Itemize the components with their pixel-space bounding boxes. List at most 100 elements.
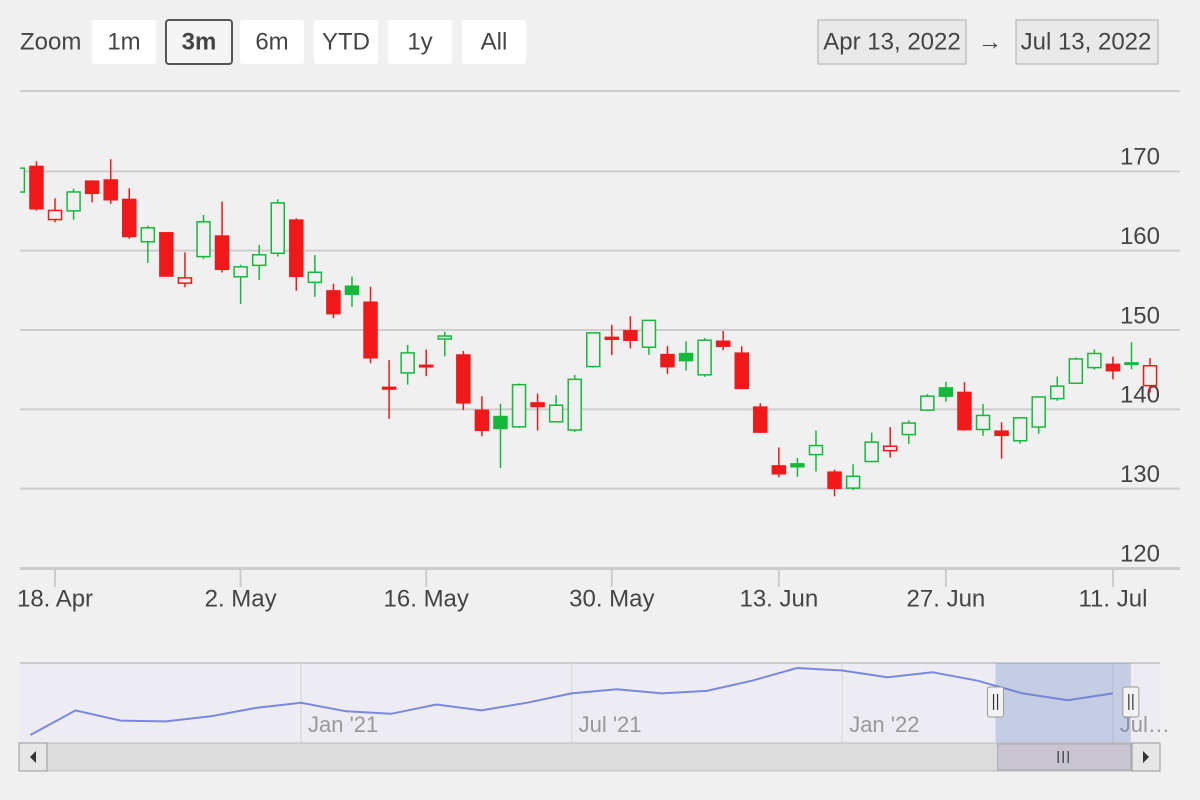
zoom-button[interactable] bbox=[462, 20, 526, 64]
candle-body bbox=[1068, 358, 1084, 384]
candle-body bbox=[678, 352, 694, 362]
candle-body bbox=[47, 209, 63, 221]
candle-body bbox=[864, 441, 879, 463]
x-tick-label: 27. Jun bbox=[907, 585, 986, 612]
zoom-button[interactable] bbox=[388, 20, 452, 64]
from-input[interactable] bbox=[817, 19, 967, 65]
candle-body bbox=[1142, 365, 1158, 387]
candle-body bbox=[66, 191, 81, 212]
candle-body bbox=[994, 430, 1009, 437]
scroll-right-arrow bbox=[1143, 751, 1149, 763]
candle-body bbox=[1105, 363, 1121, 372]
zoom-button[interactable] bbox=[314, 20, 378, 64]
y-tick-label: 130 bbox=[1120, 461, 1160, 488]
zoom-button-label[interactable]: 1m bbox=[107, 28, 140, 55]
candle-body bbox=[511, 383, 527, 428]
range-buttons: 1m 3m 6m YTD 1y All bbox=[92, 19, 526, 65]
candle-body bbox=[289, 219, 304, 278]
scroll-left[interactable] bbox=[18, 742, 48, 772]
candle-body bbox=[103, 179, 118, 201]
x-tick-label: 18. Apr bbox=[17, 585, 93, 612]
candle-body bbox=[251, 254, 267, 267]
candle-body bbox=[604, 336, 620, 340]
candle-body bbox=[196, 221, 211, 258]
candle-body bbox=[84, 180, 100, 195]
zoom-button-label[interactable]: 1y bbox=[407, 28, 432, 55]
zoom-button-label[interactable]: 3m bbox=[182, 28, 217, 55]
candle-body bbox=[159, 232, 174, 277]
candle-body bbox=[29, 165, 44, 210]
candle-body bbox=[790, 463, 805, 468]
zoom-button-label[interactable]: YTD bbox=[322, 28, 370, 55]
zoom-label: Zoom bbox=[20, 28, 81, 55]
y-tick-label: 160 bbox=[1120, 223, 1160, 250]
candle-body bbox=[697, 339, 712, 376]
candle-body bbox=[641, 319, 657, 348]
navigator-line bbox=[29, 666, 1113, 736]
x-tick-label: 11. Jul bbox=[1078, 585, 1147, 612]
candle-body bbox=[660, 353, 675, 368]
zoom-button[interactable] bbox=[240, 20, 304, 64]
candle-body bbox=[530, 402, 545, 408]
candle-body bbox=[957, 391, 972, 431]
zoom-button[interactable] bbox=[92, 20, 156, 64]
candle-body bbox=[400, 352, 415, 374]
scroll-left-arrow bbox=[30, 751, 36, 763]
candle-body bbox=[381, 386, 397, 390]
scrollbar-grip bbox=[1057, 751, 1069, 763]
navigator-selection[interactable] bbox=[995, 663, 1131, 743]
candles bbox=[20, 159, 1158, 497]
candle-body bbox=[882, 445, 898, 452]
navigator-label: Jan '21 bbox=[308, 712, 378, 737]
candle-body bbox=[901, 422, 917, 436]
candle-body bbox=[270, 202, 285, 255]
candle-body bbox=[845, 475, 861, 489]
navigator-handle-grip bbox=[992, 694, 999, 710]
to-date[interactable]: Jul 13, 2022 bbox=[1021, 28, 1152, 55]
zoom-button[interactable] bbox=[165, 19, 233, 65]
candle-body bbox=[344, 285, 360, 295]
navigator-handle[interactable] bbox=[987, 686, 1005, 718]
candle-body bbox=[493, 415, 508, 430]
candle-body bbox=[326, 290, 341, 315]
scrollbar-track[interactable] bbox=[18, 742, 1161, 772]
navigator-bg bbox=[20, 663, 1160, 743]
scrollbar-thumb[interactable] bbox=[997, 743, 1132, 771]
from-date[interactable]: Apr 13, 2022 bbox=[823, 28, 960, 55]
candle-body bbox=[623, 330, 638, 341]
candle-body bbox=[1031, 396, 1046, 428]
candle-body bbox=[437, 335, 453, 340]
zoom-button-label[interactable]: All bbox=[481, 28, 508, 55]
candle-body bbox=[771, 465, 787, 475]
candle-body bbox=[1087, 352, 1102, 369]
candle-body bbox=[734, 352, 749, 390]
candle-body bbox=[122, 198, 137, 238]
candle-body bbox=[920, 395, 935, 411]
candle-body bbox=[975, 414, 991, 431]
candle-body bbox=[1124, 362, 1139, 366]
candle-body bbox=[1050, 385, 1065, 400]
candle-body bbox=[938, 387, 954, 397]
zoom-button-label[interactable]: 6m bbox=[255, 28, 288, 55]
y-tick-label: 150 bbox=[1120, 302, 1160, 329]
x-tick-label: 30. May bbox=[569, 585, 654, 612]
candle-body bbox=[20, 167, 26, 193]
navigator-handle[interactable] bbox=[1122, 686, 1140, 718]
candle-body bbox=[214, 235, 230, 271]
candle-body bbox=[567, 378, 582, 431]
navigator-label: Jan '22 bbox=[849, 712, 919, 737]
candle-body bbox=[363, 301, 378, 359]
candle-body bbox=[177, 277, 193, 284]
candle-body bbox=[456, 354, 471, 404]
candle-body bbox=[715, 340, 731, 347]
candle-body bbox=[548, 404, 564, 423]
candle-body bbox=[586, 332, 601, 368]
candle-body bbox=[140, 227, 156, 243]
candle-body bbox=[418, 364, 434, 368]
x-tick-label: 16. May bbox=[384, 585, 469, 612]
to-input[interactable] bbox=[1015, 19, 1159, 65]
candle-body bbox=[1012, 417, 1028, 442]
navigator-handle-grip bbox=[1128, 694, 1134, 710]
